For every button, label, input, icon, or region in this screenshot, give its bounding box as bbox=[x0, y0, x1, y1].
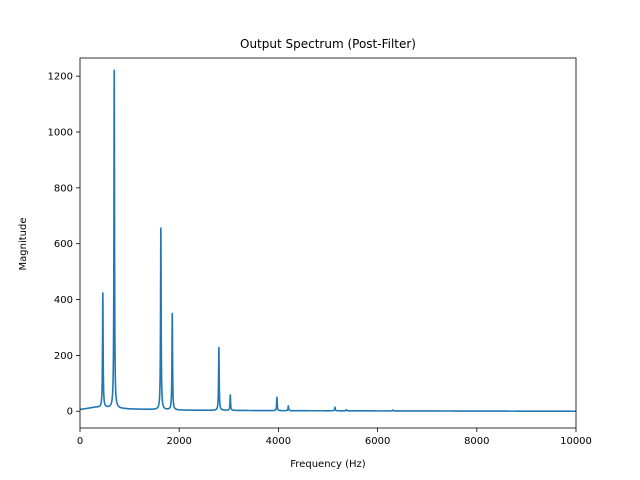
x-axis-ticks: 0 2000 4000 6000 8000 10000 bbox=[77, 428, 592, 447]
y-tick-label: 800 bbox=[54, 183, 73, 194]
y-tick-label: 0 bbox=[67, 407, 73, 418]
y-tick-label: 1000 bbox=[48, 128, 73, 139]
spectrum-line bbox=[79, 69, 577, 413]
y-axis-ticks: 0 200 400 600 800 1000 1200 bbox=[48, 72, 80, 418]
x-tick-label: 4000 bbox=[266, 436, 291, 447]
x-tick-label: 10000 bbox=[560, 436, 592, 447]
x-tick-label: 0 bbox=[77, 436, 83, 447]
y-tick-label: 600 bbox=[54, 239, 73, 250]
plot-frame bbox=[79, 57, 577, 429]
y-tick-label: 200 bbox=[54, 351, 73, 362]
x-tick-label: 6000 bbox=[365, 436, 390, 447]
plot-area: 0 2000 4000 6000 8000 10000 0 200 400 600 800 1000… bbox=[48, 57, 592, 447]
y-tick-label: 1200 bbox=[48, 72, 73, 83]
x-axis-label: Frequency (Hz) bbox=[290, 459, 366, 470]
chart-title: Output Spectrum (Post-Filter) bbox=[240, 37, 416, 51]
series-group bbox=[79, 69, 577, 413]
x-tick-label: 8000 bbox=[464, 436, 489, 447]
y-axis-label: Magnitude bbox=[18, 218, 29, 271]
x-tick-label: 2000 bbox=[166, 436, 191, 447]
y-tick-label: 400 bbox=[54, 295, 73, 306]
